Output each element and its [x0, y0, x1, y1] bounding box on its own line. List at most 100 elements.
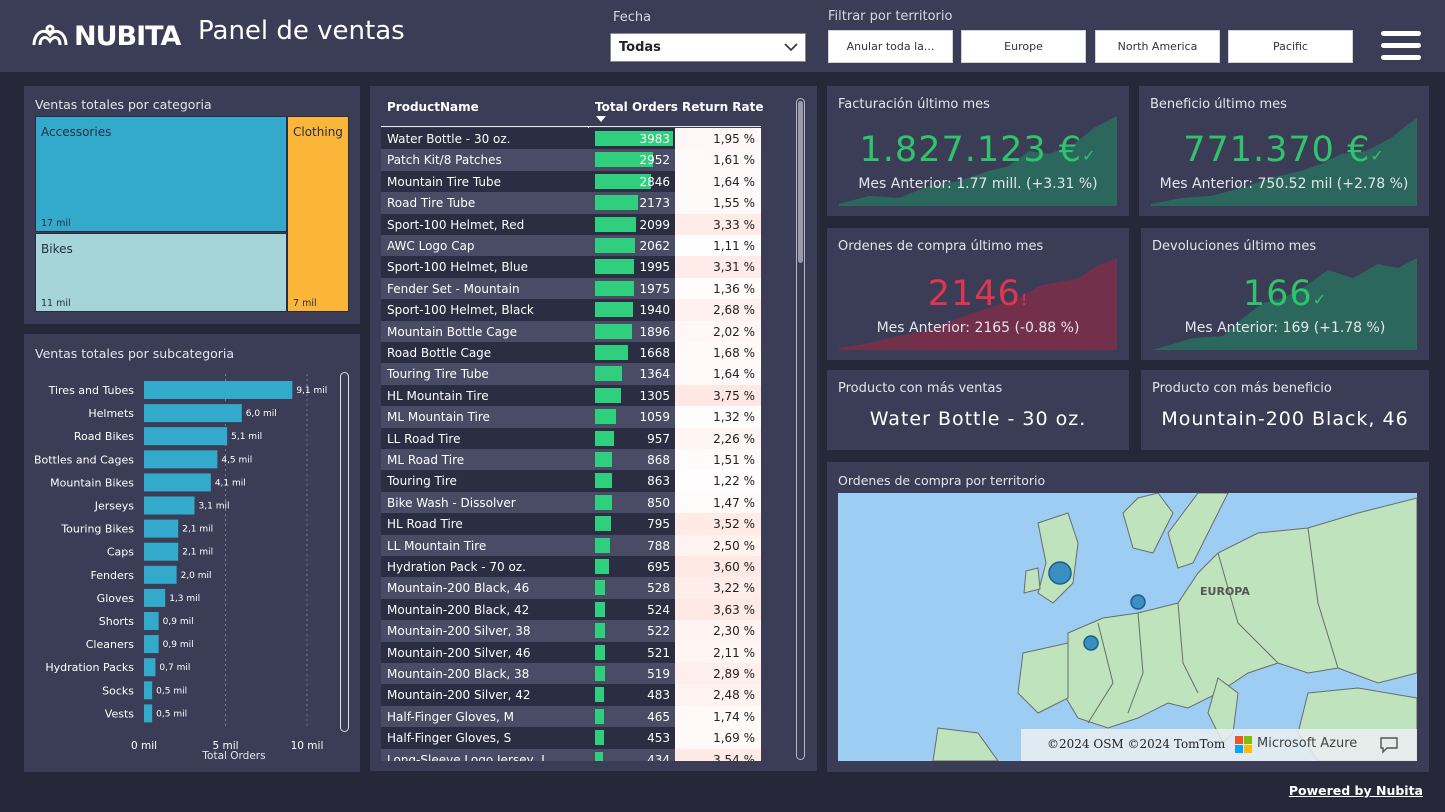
table-row[interactable]: Sport-100 Helmet, Red 2099 3,33 %	[381, 213, 761, 235]
table-row[interactable]: Mountain-200 Silver, 42 483 2,48 %	[381, 684, 761, 706]
table-row[interactable]: Road Bottle Cage 1668 1,68 %	[381, 342, 761, 364]
orders-databar	[595, 152, 653, 168]
return-rate-value: 3,54 %	[675, 748, 761, 761]
product-name: Mountain-200 Black, 38	[387, 667, 530, 681]
subcategory-bar[interactable]	[144, 450, 218, 469]
kpi-facturacion-card: Facturación último mes 1.827.123 €✓ Mes …	[827, 86, 1129, 216]
check-icon: ✓	[1312, 290, 1328, 309]
subcategory-label: Caps	[107, 546, 134, 559]
table-row[interactable]: Fender Set - Mountain 1975 1,36 %	[381, 277, 761, 300]
subcategory-bar[interactable]	[144, 381, 293, 399]
return-rate-value: 3,63 %	[675, 598, 761, 621]
table-row[interactable]: Patch Kit/8 Patches 2952 1,61 %	[381, 149, 761, 171]
treemap-cell-accessories[interactable]: Accessories 17 mil	[35, 116, 287, 232]
table-row[interactable]: ML Mountain Tire 1059 1,32 %	[381, 406, 761, 428]
table-row[interactable]: ML Road Tire 868 1,51 %	[381, 449, 761, 471]
subcategory-panel-title: Ventas totales por subcategoria	[35, 346, 235, 361]
table-row[interactable]: Mountain-200 Black, 46 528 3,22 %	[381, 577, 761, 599]
kpi-devoluciones-card: Devoluciones último mes 166✓ Mes Anterio…	[1141, 228, 1429, 360]
subcategory-bar[interactable]	[144, 681, 153, 700]
subcategory-bar[interactable]	[144, 519, 179, 538]
table-row[interactable]: Half-Finger Gloves, S 453 1,69 %	[381, 727, 761, 749]
map-bubble-france[interactable]	[1083, 635, 1099, 651]
total-orders-value: 863	[647, 474, 670, 489]
table-row[interactable]: LL Mountain Tire 788 2,50 %	[381, 534, 761, 556]
table-row[interactable]: Mountain-200 Silver, 38 522 2,30 %	[381, 620, 761, 642]
table-row[interactable]: Hydration Pack - 70 oz. 695 3,60 %	[381, 556, 761, 578]
date-filter-dropdown[interactable]: Todas	[610, 33, 806, 62]
powered-by-link[interactable]: Powered by Nubita	[1288, 783, 1423, 798]
orders-databar	[595, 238, 636, 253]
subcategory-bar[interactable]	[144, 635, 159, 654]
subcategory-scrollbar[interactable]	[340, 372, 349, 732]
table-scrollbar[interactable]	[796, 98, 805, 760]
table-row[interactable]: LL Road Tire 957 2,26 %	[381, 427, 761, 449]
subcategory-bar[interactable]	[144, 704, 153, 723]
hamburger-menu-icon[interactable]	[1381, 31, 1421, 61]
map-bubble-germany[interactable]	[1130, 594, 1146, 610]
subcategory-value-label: 0,5 mil	[156, 686, 187, 696]
column-header-total-orders[interactable]: Total Orders	[595, 100, 678, 114]
territory-pacific-button[interactable]: Pacific	[1228, 30, 1353, 63]
table-row[interactable]: Touring Tire Tube 1364 1,64 %	[381, 363, 761, 385]
subcategory-value-label: 4,5 mil	[221, 455, 252, 465]
territory-map[interactable]: EUROPA ©2024 OSM ©2024 TomTom Microsoft …	[838, 493, 1417, 761]
territory-clear-button[interactable]: Anular toda la...	[828, 30, 953, 63]
table-row[interactable]: Sport-100 Helmet, Black 1940 2,68 %	[381, 299, 761, 321]
page-title: Panel de ventas	[198, 16, 405, 46]
total-orders-value: 1975	[639, 281, 670, 296]
kpi-title: Ordenes de compra último mes	[838, 239, 1044, 254]
table-row[interactable]: Mountain Tire Tube 2846 1,64 %	[381, 170, 761, 193]
subcategory-label: Vests	[105, 707, 134, 720]
table-row[interactable]: Water Bottle - 30 oz. 3983 1,95 %	[381, 128, 761, 150]
x-axis-title: Total Orders	[201, 750, 265, 762]
product-name: Mountain-200 Silver, 38	[387, 624, 531, 639]
orders-databar	[595, 302, 633, 318]
table-row[interactable]: Half-Finger Gloves, M 465 1,74 %	[381, 705, 761, 728]
x-axis-tick: 0 mil	[131, 740, 157, 752]
feedback-icon[interactable]	[1379, 736, 1399, 754]
return-rate-value: 3,60 %	[675, 556, 761, 578]
subcategory-bar[interactable]	[144, 612, 159, 630]
subcategory-bar[interactable]	[144, 404, 242, 423]
map-attribution: ©2024 OSM ©2024 TomTom	[1047, 737, 1226, 751]
kpi-value: 2146	[927, 274, 1021, 314]
table-row[interactable]: Mountain Bottle Cage 1896 2,02 %	[381, 320, 761, 342]
treemap-cell-clothing[interactable]: Clothing 7 mil	[287, 116, 349, 312]
table-row[interactable]: Mountain-200 Black, 38 519 2,89 %	[381, 663, 761, 685]
table-row[interactable]: Bike Wash - Dissolver 850 1,47 %	[381, 491, 761, 514]
table-row[interactable]: Long-Sleeve Logo Jersey, L 434 3,54 %	[381, 748, 761, 761]
table-row[interactable]: Mountain-200 Silver, 46 521 2,11 %	[381, 641, 761, 663]
orders-databar	[595, 131, 673, 146]
table-row[interactable]: AWC Logo Cap 2062 1,11 %	[381, 235, 761, 257]
table-row[interactable]: Mountain-200 Black, 42 524 3,63 %	[381, 598, 761, 621]
return-rate-value: 1,61 %	[675, 149, 761, 171]
subcategory-bar[interactable]	[144, 588, 166, 607]
territory-north-america-button[interactable]: North America	[1095, 30, 1220, 63]
treemap-value: 7 mil	[293, 298, 317, 309]
chevron-down-icon	[784, 43, 798, 52]
return-rate-value: 2,30 %	[675, 620, 761, 642]
orders-databar	[595, 516, 611, 532]
table-row[interactable]: HL Road Tire 795 3,52 %	[381, 513, 761, 535]
subcategory-bar[interactable]	[144, 496, 195, 515]
subcategory-bar[interactable]	[144, 565, 177, 584]
product-name: Mountain-200 Silver, 46	[387, 645, 531, 660]
map-bubble-uk[interactable]	[1048, 561, 1072, 585]
treemap-cell-bikes[interactable]: Bikes 11 mil	[35, 233, 287, 312]
table-row[interactable]: Sport-100 Helmet, Blue 1995 3,31 %	[381, 256, 761, 278]
table-row[interactable]: HL Mountain Tire 1305 3,75 %	[381, 384, 761, 407]
column-header-return-rate[interactable]: Return Rate	[682, 100, 764, 114]
column-header-productname[interactable]: ProductName	[387, 100, 479, 114]
subcategory-bar[interactable]	[144, 658, 156, 677]
subcategory-bar[interactable]	[144, 427, 228, 446]
subcategory-bar[interactable]	[144, 473, 211, 492]
table-row[interactable]: Touring Tire 863 1,22 %	[381, 470, 761, 492]
orders-databar	[595, 345, 628, 360]
sort-desc-icon	[596, 116, 606, 122]
subcategory-bar[interactable]	[144, 542, 179, 561]
territory-europe-button[interactable]: Europe	[961, 30, 1086, 63]
return-rate-value: 3,31 %	[675, 256, 761, 278]
table-row[interactable]: Road Tire Tube 2173 1,55 %	[381, 192, 761, 214]
subcategory-label: Jerseys	[94, 500, 135, 513]
